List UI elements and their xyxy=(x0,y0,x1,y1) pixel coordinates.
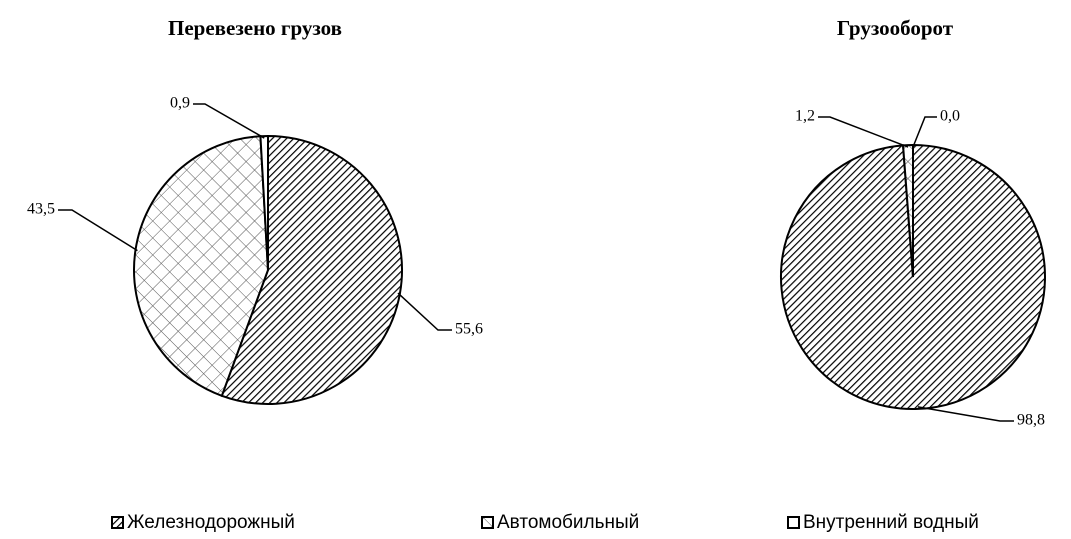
legend-label: Железнодорожный xyxy=(127,512,295,533)
legend-label: Внутренний водный xyxy=(803,512,979,533)
data-label: 1,2 xyxy=(795,108,815,125)
legend-swatch xyxy=(787,516,800,529)
legend-swatch xyxy=(481,516,494,529)
leader-line xyxy=(912,116,937,148)
data-label: 98,8 xyxy=(1017,412,1045,429)
data-label: 43,5 xyxy=(27,201,55,218)
leader-line xyxy=(193,103,265,139)
chart-title: Грузооборот xyxy=(837,16,954,40)
chart-title: Перевезено грузов xyxy=(168,16,342,40)
data-label: 0,9 xyxy=(170,95,190,112)
leader-line xyxy=(397,292,452,331)
data-label: 55,6 xyxy=(455,321,483,338)
leader-line xyxy=(818,116,909,148)
data-label: 0,0 xyxy=(940,108,960,125)
pie-slice xyxy=(133,135,270,398)
legend-swatch xyxy=(111,516,124,529)
leader-line xyxy=(58,209,138,252)
leader-line xyxy=(917,406,1014,422)
pie-slice xyxy=(220,134,404,405)
legend-label: Автомобильный xyxy=(497,512,639,533)
